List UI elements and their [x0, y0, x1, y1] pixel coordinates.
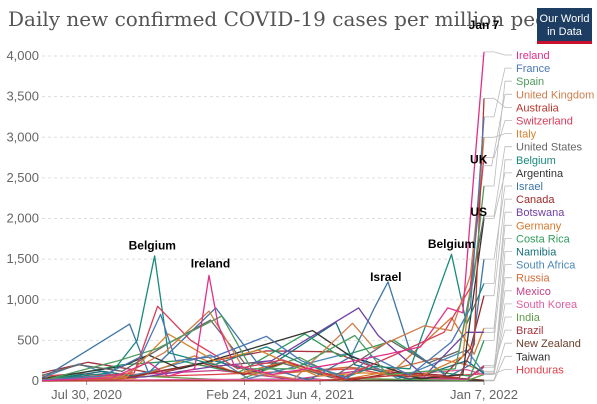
legend-entry[interactable]: Germany: [516, 220, 562, 232]
legend-connector: [484, 120, 512, 158]
legend-connector: [484, 172, 512, 219]
legend-entry[interactable]: France: [516, 63, 550, 75]
x-axis-ticks: Jul 30, 2020 Feb 24, 2021 Jun 4, 2021 Jan 7…: [51, 381, 518, 402]
legend-entry[interactable]: United Kingdom: [516, 89, 594, 101]
legend-entry[interactable]: Botswana: [516, 207, 565, 219]
legend-connector: [484, 342, 512, 381]
legend-connector: [484, 51, 512, 56]
annotation-label: Ireland: [191, 256, 230, 270]
logo-stripe: [537, 41, 592, 44]
y-tick-label: 2,500: [6, 170, 39, 185]
legend-connector: [484, 198, 512, 297]
series-line[interactable]: [41, 51, 485, 382]
series-line[interactable]: [41, 116, 485, 381]
legend-entry[interactable]: Australia: [516, 102, 560, 114]
annotation-label: Belgium: [129, 238, 176, 252]
x-tick-label: Jan 7, 2022: [450, 387, 518, 402]
legend-connector: [484, 264, 512, 374]
legend-entry[interactable]: Spain: [516, 76, 544, 88]
y-tick-label: 500: [17, 332, 39, 347]
legend-connector: [484, 290, 512, 368]
annotation-label: Jan 7: [469, 18, 500, 32]
legend-entry[interactable]: United States: [516, 142, 583, 154]
logo-line-1: Our World: [540, 13, 590, 25]
legend-entry[interactable]: Honduras: [516, 364, 564, 376]
legend-entry[interactable]: Belgium: [516, 155, 556, 167]
legend-entry[interactable]: New Zealand: [516, 338, 581, 350]
y-axis-ticks: 0 500 1,000 1,500 2,000 2,500 3,000 3,500 4,000: [6, 48, 39, 388]
annotation-label: UK: [470, 152, 488, 166]
legend-entry[interactable]: South Africa: [516, 260, 576, 272]
series-line[interactable]: [41, 253, 485, 381]
legend-entry[interactable]: Israel: [516, 181, 543, 193]
legend-entry[interactable]: Taiwan: [516, 351, 550, 363]
legend-connector: [484, 211, 512, 333]
legend-connector: [481, 93, 512, 167]
legend-entry[interactable]: Mexico: [516, 286, 551, 298]
legend-connector: [484, 97, 512, 108]
legend-entry[interactable]: Ireland: [516, 50, 550, 62]
legend-connector: [484, 238, 512, 341]
annotation-label: Belgium: [428, 237, 475, 251]
legend-connector: [484, 369, 512, 375]
y-tick-label: 1,000: [6, 292, 39, 307]
series-line[interactable]: [42, 98, 485, 382]
series-lines: [41, 51, 485, 382]
legend-connector: [484, 185, 512, 260]
legend-entry[interactable]: Argentina: [516, 168, 564, 180]
legend-entry[interactable]: Switzerland: [516, 116, 573, 128]
legend-entry[interactable]: Namibia: [516, 247, 557, 259]
chart-title: Daily new confirmed COVID-19 cases per m…: [8, 7, 578, 31]
owid-logo[interactable]: Our World in Data: [537, 8, 592, 44]
grid-lines: [42, 55, 484, 382]
y-tick-label: 2,000: [6, 211, 39, 226]
legend-connector: [484, 277, 512, 372]
series-line[interactable]: [41, 165, 483, 381]
y-tick-label: 1,500: [6, 251, 39, 266]
annotation-label: US: [470, 205, 487, 219]
legend-connectors: [481, 51, 512, 382]
legend-connector: [484, 80, 512, 187]
annotation-label: Israel: [370, 270, 401, 284]
legend-entry[interactable]: South Korea: [516, 299, 578, 311]
logo-line-2: in Data: [547, 26, 583, 38]
legend-connector: [484, 224, 512, 329]
series-line[interactable]: [41, 349, 485, 380]
logo-background: [537, 8, 592, 44]
series-line[interactable]: [41, 137, 485, 382]
legend-entry[interactable]: Russia: [516, 273, 551, 285]
legend-entry[interactable]: India: [516, 312, 541, 324]
legend-entry[interactable]: Canada: [516, 194, 555, 206]
series-line[interactable]: [41, 215, 485, 379]
x-tick-label: Feb 24, 2021: [206, 387, 283, 402]
legend-entry[interactable]: Brazil: [516, 325, 544, 337]
legend-connector: [484, 146, 512, 217]
series-line[interactable]: [41, 185, 485, 382]
y-tick-label: 4,000: [6, 48, 39, 63]
legend-connector: [484, 316, 512, 375]
legend-connector: [484, 133, 512, 138]
x-tick-label: Jun 4, 2021: [286, 387, 354, 402]
legend-entry[interactable]: Italy: [516, 129, 537, 141]
x-tick-label: Jul 30, 2020: [51, 387, 122, 402]
legend-connector: [484, 355, 512, 382]
y-tick-label: 3,000: [6, 129, 39, 144]
y-tick-label: 0: [32, 373, 39, 388]
legend-connector: [484, 329, 512, 366]
y-tick-label: 3,500: [6, 89, 39, 104]
series-line[interactable]: [41, 157, 485, 382]
series-line[interactable]: [41, 307, 484, 382]
legend-connector: [484, 67, 512, 118]
legend-entry[interactable]: Costa Rica: [516, 233, 571, 245]
annotations: Jan 7 Belgium Ireland Israel Belgium UK US: [129, 18, 500, 284]
